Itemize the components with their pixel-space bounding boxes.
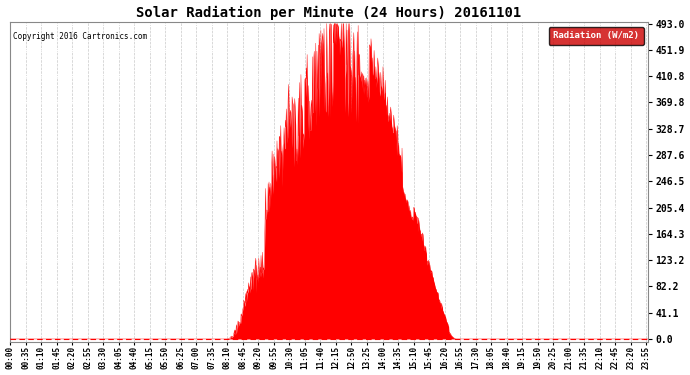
- Legend: Radiation (W/m2): Radiation (W/m2): [549, 27, 644, 45]
- Title: Solar Radiation per Minute (24 Hours) 20161101: Solar Radiation per Minute (24 Hours) 20…: [137, 6, 522, 20]
- Text: Copyright 2016 Cartronics.com: Copyright 2016 Cartronics.com: [13, 32, 148, 41]
